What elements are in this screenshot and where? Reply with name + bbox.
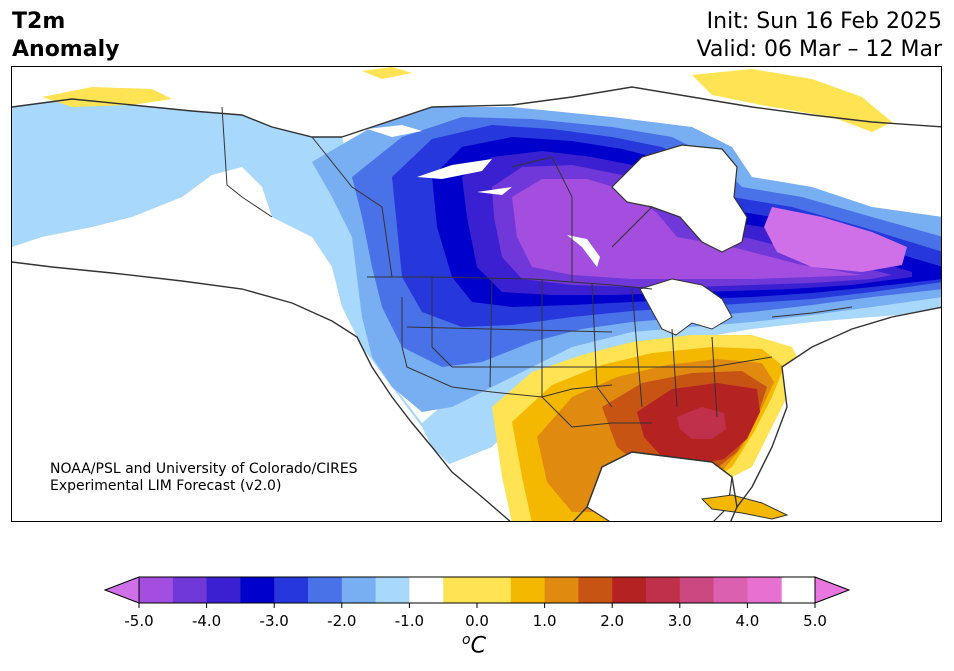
atlantic-ocean <box>733 307 941 521</box>
colorbar-segment <box>139 577 174 603</box>
anomaly-region-magenta-quebec <box>764 207 907 272</box>
anomaly-region-yellow-arctic-3 <box>362 67 412 79</box>
colorbar-tick-label: -4.0 <box>191 612 222 630</box>
colorbar-over-triangle <box>814 576 851 604</box>
colorbar-segments <box>139 577 782 603</box>
figure-title-right: Init: Sun 16 Feb 2025 Valid: 06 Mar – 12… <box>697 8 942 64</box>
colorbar-tick-label: -5.0 <box>124 612 154 630</box>
colorbar-segment <box>206 577 241 603</box>
colorbar-under-triangle <box>103 576 140 604</box>
anomaly-region-purple <box>512 179 862 279</box>
colorbar-tick-label: 0.0 <box>465 612 489 630</box>
great-bear-lake <box>367 125 422 137</box>
colorbar-unit-label: oC <box>462 632 486 658</box>
pacific-ocean <box>12 257 510 521</box>
colorbar-segment <box>409 577 444 603</box>
colorbar-tick-label: -1.0 <box>394 612 425 630</box>
anomaly-map: NOAA/PSL and University of Colorado/CIRE… <box>11 66 942 522</box>
unit-degree: o <box>462 632 471 648</box>
colorbar-segment <box>308 577 343 603</box>
colorbar-tick-label: 5.0 <box>803 612 827 630</box>
colorbar-segment <box>578 577 613 603</box>
colorbar-segment <box>240 577 275 603</box>
colorbar-segment <box>443 577 512 603</box>
colorbar-tick-label: -2.0 <box>327 612 357 630</box>
credit-line-2: Experimental LIM Forecast (v2.0) <box>50 478 282 494</box>
lake-athabasca <box>477 187 512 195</box>
colorbar-segment <box>544 577 579 603</box>
colorbar-tick-label: 2.0 <box>600 612 625 630</box>
cuba <box>700 494 789 520</box>
colorbar-tick-label: -3.0 <box>259 612 289 630</box>
lake-winnipeg <box>567 235 600 267</box>
colorbar-frame <box>138 576 816 604</box>
colorbar-segment <box>375 577 410 603</box>
variable-label: T2m <box>12 9 66 34</box>
valid-range: Valid: 06 Mar – 12 Mar <box>696 37 942 62</box>
init-date: Init: Sun 16 Feb 2025 <box>706 9 942 34</box>
anomaly-region-yellow-arctic-1 <box>42 87 172 107</box>
political-borders <box>221 106 853 428</box>
colorbar-segment <box>172 577 208 603</box>
figure-title-left: T2m Anomaly <box>12 8 119 64</box>
colorbar-segment <box>713 577 748 603</box>
unit-celsius: C <box>470 633 486 659</box>
colorbar-segment <box>679 577 715 603</box>
great-slave-lake <box>417 159 492 179</box>
colorbar-segment <box>341 577 377 603</box>
colorbar-tick-label: 4.0 <box>735 612 760 630</box>
colorbar-tick-label: 3.0 <box>667 612 692 630</box>
colorbar-segment <box>747 577 782 603</box>
colorbar-segment <box>612 577 647 603</box>
hudson-bay <box>611 144 748 253</box>
colorbar-tick-marks <box>138 603 816 608</box>
anomaly-region-yellow-arctic-2 <box>692 69 892 132</box>
map-canvas <box>12 67 941 521</box>
great-lakes <box>639 278 733 336</box>
field-label: Anomaly <box>12 37 120 62</box>
colorbar-segment <box>646 577 681 603</box>
colorbar-segment <box>510 577 546 603</box>
credit-line-1: NOAA/PSL and University of Colorado/CIRE… <box>50 461 358 477</box>
coastlines <box>12 86 941 521</box>
credit-text: NOAA/PSL and University of Colorado/CIRE… <box>50 461 358 495</box>
anomaly-region-crimson-georgia <box>677 407 726 439</box>
colorbar-segment <box>274 577 309 603</box>
colorbar-tick-label: 1.0 <box>532 612 557 630</box>
